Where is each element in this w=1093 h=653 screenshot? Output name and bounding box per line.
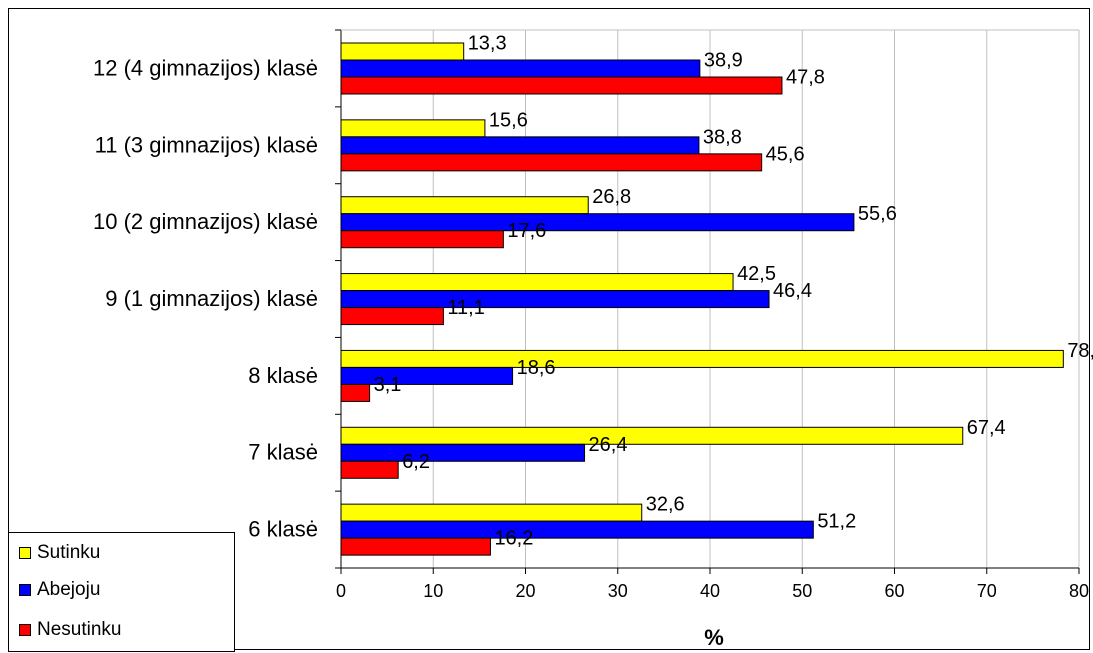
bar-abejoju-2 [340,213,855,232]
legend-label-abejoju: Abejoju [37,579,101,600]
value-label-abejoju-0: 38,9 [704,50,743,72]
category-label-3: 9 (1 gimnazijos) klasė [105,286,318,311]
bar-sutinku-5 [340,426,964,445]
x-tick-label-60: 60 [884,581,904,601]
bar-abejoju-5 [340,443,586,462]
value-label-nesutinku-6: 16,2 [494,528,533,550]
category-label-5: 7 klasė [248,440,318,465]
x-tick-label-0: 0 [336,581,346,601]
value-label-sutinku-1: 15,6 [489,109,528,131]
bar-abejoju-3 [340,290,770,309]
bar-nesutinku-0 [340,76,783,95]
value-labels: 13,3 38,9 47,8 15,6 38,8 45,6 26,8 55,6 17,6 42,5… [374,33,1093,550]
x-tick-label-70: 70 [977,581,997,601]
legend-swatch-sutinku [19,547,31,559]
value-label-sutinku-6: 32,6 [646,494,685,516]
bar-abejoju-0 [340,59,701,78]
value-label-abejoju-6: 51,2 [817,511,856,533]
value-label-nesutinku-3: 11,1 [447,297,484,319]
bar-abejoju-4 [340,366,514,385]
legend-item-nesutinku: Nesutinku [19,618,122,642]
bar-sutinku-0 [340,42,465,61]
value-label-abejoju-4: 18,6 [517,357,556,379]
category-label-1: 11 (3 gimnazijos) klasė [95,132,318,157]
value-label-sutinku-3: 42,5 [737,263,776,285]
x-axis-title: % [704,625,724,650]
x-tick-label-80: 80 [1069,581,1089,601]
value-label-nesutinku-1: 45,6 [766,143,805,165]
bar-abejoju-6 [340,520,814,539]
bar-nesutinku-2 [340,230,504,249]
value-label-nesutinku-0: 47,8 [786,67,825,89]
x-tick-label-30: 30 [608,581,628,601]
category-label-0: 12 (4 gimnazijos) klasė [93,55,318,80]
value-label-nesutinku-4: 3,1 [374,374,402,396]
x-tick-label-50: 50 [792,581,812,601]
bar-abejoju-1 [340,136,700,155]
bar-nesutinku-4 [340,383,371,402]
bar-nesutinku-6 [340,537,491,556]
value-label-abejoju-5: 26,4 [589,434,628,456]
bar-sutinku-3 [340,273,734,292]
axes: 12 (4 gimnazijos) klasė 11 (3 gimnazijos)… [93,29,1089,601]
bar-sutinku-4 [340,349,1064,368]
legend-swatch-nesutinku [19,624,31,636]
x-tick-label-10: 10 [423,581,443,601]
category-label-4: 8 klasė [248,363,318,388]
bar-sutinku-1 [340,119,486,138]
value-label-sutinku-5: 67,4 [967,417,1006,439]
x-tick-label-40: 40 [700,581,720,601]
legend-item-abejoju: Abejoju [19,578,100,602]
value-label-nesutinku-2: 17,6 [507,220,546,242]
value-label-abejoju-2: 55,6 [858,203,897,225]
legend-label-sutinku: Sutinku [37,542,101,563]
bars [340,42,1064,556]
value-label-abejoju-3: 46,4 [773,280,812,302]
category-label-2: 10 (2 gimnazijos) klasė [93,209,318,234]
legend-item-sutinku: Sutinku [19,541,100,565]
legend-swatch-abejoju [19,584,31,596]
value-label-sutinku-0: 13,3 [468,33,507,55]
value-label-nesutinku-5: 6,2 [402,451,430,473]
legend-label-nesutinku: Nesutinku [37,619,122,640]
legend: Sutinku Abejoju Nesutinku [8,532,235,652]
bar-sutinku-2 [340,196,589,215]
bar-nesutinku-5 [340,460,399,479]
bar-nesutinku-3 [340,307,444,326]
bar-nesutinku-1 [340,153,763,172]
category-label-6: 6 klasė [248,517,318,542]
bar-sutinku-6 [340,503,643,522]
value-label-sutinku-4: 78,3 [1067,340,1093,362]
value-label-abejoju-1: 38,8 [703,126,742,148]
value-label-sutinku-2: 26,8 [592,186,631,208]
x-tick-label-20: 20 [515,581,535,601]
